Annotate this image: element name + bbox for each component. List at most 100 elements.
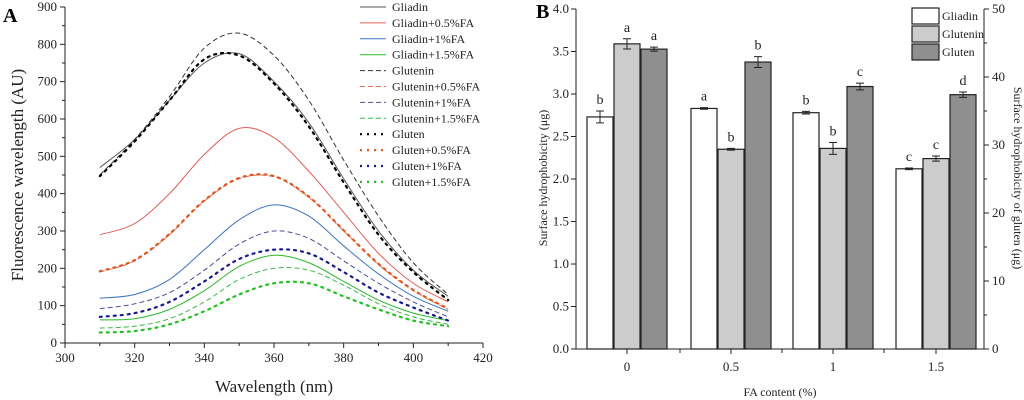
bar-gluten <box>846 85 874 350</box>
legend-label-b: Gluten <box>942 45 975 59</box>
legend-label-a: Glutenin+1%FA <box>392 95 472 109</box>
significance-letter-glutenin: b <box>830 124 837 139</box>
y-right-tick-label-b: 30 <box>992 137 1005 152</box>
legend-label-a: Gluten <box>392 127 425 141</box>
series-line-glutenin-1-5-fa <box>99 267 449 329</box>
series-line-gluten-0-5-fa <box>98 173 450 310</box>
legend-label-b: Glutenin <box>942 27 984 41</box>
significance-letter-glutenin: a <box>624 21 631 36</box>
legend-label-a: Gliadin+0.5%FA <box>392 16 475 30</box>
significance-letter-gluten: a <box>651 29 658 44</box>
y-axis-label-a: Fluorescence wavelength (AU) <box>8 69 27 281</box>
error-bar-gluten <box>856 82 864 91</box>
x-tick-label-a: 320 <box>125 350 145 365</box>
series-line-gliadin-0-5-fa <box>99 127 449 303</box>
series-line-gluten-1-5-fa <box>98 280 450 334</box>
series-line-glutenin <box>99 32 449 295</box>
y-tick-label-a: 500 <box>38 148 58 163</box>
x-tick-label-b: 1.5 <box>928 359 944 374</box>
significance-letter-gliadin: b <box>597 93 604 108</box>
series-line-glutenin-1-fa <box>99 230 449 318</box>
series-line-gluten-1-fa <box>98 248 450 322</box>
y-tick-label-b: 3.0 <box>553 86 569 101</box>
legend-label-a: Glutenin <box>392 64 434 78</box>
legend-swatch-b <box>911 7 940 25</box>
y-right-tick-label-b: 0 <box>992 341 999 356</box>
bar-gliadin <box>690 107 718 350</box>
x-tick-label-a: 400 <box>404 350 424 365</box>
bar-glutenin <box>922 158 950 350</box>
bar-glutenin <box>613 43 641 350</box>
error-bar-glutenin <box>829 141 837 155</box>
y-tick-label-a: 100 <box>38 298 58 313</box>
x-tick-label-a: 420 <box>473 350 493 365</box>
panel-label-a: A <box>3 5 18 27</box>
y-tick-label-b: 3.5 <box>553 44 569 59</box>
error-bar-gliadin <box>905 167 913 171</box>
error-bar-glutenin <box>727 147 735 151</box>
series-line-gluten <box>98 51 450 302</box>
bar-gluten <box>949 94 977 350</box>
x-tick-label-a: 300 <box>55 350 75 365</box>
legend-label-a: Gliadin <box>392 0 428 14</box>
x-tick-label-b: 1 <box>830 359 837 374</box>
error-bar-gliadin <box>802 110 810 115</box>
y-tick-label-a: 800 <box>38 36 58 51</box>
x-tick-label-a: 380 <box>334 350 354 365</box>
legend-label-a: Gluten+1.5%FA <box>392 175 471 189</box>
error-bar-gliadin <box>596 110 604 124</box>
series-line-gliadin <box>99 52 449 297</box>
bar-gluten <box>744 61 772 350</box>
significance-letter-gliadin: a <box>701 90 708 105</box>
bar-glutenin <box>819 147 847 350</box>
bar-gliadin <box>586 116 614 350</box>
y-tick-label-b: 1.5 <box>553 214 569 229</box>
error-bar-glutenin <box>623 38 631 50</box>
significance-letter-gluten: c <box>857 65 863 80</box>
legend-swatch-b <box>911 25 940 43</box>
y-tick-label-b: 4.0 <box>553 1 569 16</box>
y-tick-label-a: 0 <box>51 335 58 350</box>
y-tick-label-a: 300 <box>38 223 58 238</box>
legend-label-a: Gluten+0.5%FA <box>392 143 471 157</box>
legend-label-a: Glutenin+0.5%FA <box>392 80 481 94</box>
error-bar-gliadin <box>700 107 708 110</box>
error-bar-gluten <box>650 46 658 52</box>
y-right-tick-label-b: 10 <box>992 273 1005 288</box>
error-bar-gluten <box>959 91 967 98</box>
y-tick-label-a: 600 <box>38 111 58 126</box>
legend-label-b: Gliadin <box>942 9 978 23</box>
legend-label-a: Gliadin+1%FA <box>392 32 466 46</box>
y-axis-right-label-b: Surface hydrophobicity of gluten (μg) <box>1011 87 1024 269</box>
x-tick-label-a: 360 <box>264 350 284 365</box>
y-tick-label-a: 700 <box>38 74 58 89</box>
significance-letter-gliadin: b <box>803 93 810 108</box>
significance-letter-glutenin: c <box>933 138 939 153</box>
y-tick-label-b: 0.0 <box>553 341 569 356</box>
panel-label-b: B <box>536 1 549 23</box>
x-axis-label-b: FA content (%) <box>743 385 816 399</box>
y-tick-label-b: 1.0 <box>553 256 569 271</box>
y-tick-label-a: 900 <box>38 0 58 14</box>
significance-letter-gliadin: c <box>906 150 912 165</box>
y-right-tick-label-b: 20 <box>992 205 1005 220</box>
y-tick-label-b: 2.5 <box>553 129 569 144</box>
y-tick-label-b: 0.5 <box>553 299 569 314</box>
significance-letter-gluten: b <box>755 39 762 54</box>
x-tick-label-b: 0.5 <box>723 359 739 374</box>
y-tick-label-a: 200 <box>38 260 58 275</box>
x-axis-label-a: Wavelength (nm) <box>215 377 333 396</box>
x-tick-label-b: 0 <box>624 359 631 374</box>
significance-letter-glutenin: b <box>728 130 735 145</box>
y-tick-label-b: 2.0 <box>553 171 569 186</box>
y-axis-label-b: Surface hydrophobicity (μg) <box>536 110 550 246</box>
legend-swatch-b <box>911 43 940 61</box>
legend-label-a: Gluten+1%FA <box>392 159 462 173</box>
y-tick-label-a: 400 <box>38 186 58 201</box>
bar-gliadin <box>792 112 820 350</box>
bar-glutenin <box>717 148 745 350</box>
bar-gluten <box>640 48 668 350</box>
significance-letter-gluten: d <box>960 74 967 89</box>
y-right-tick-label-b: 40 <box>992 69 1005 84</box>
